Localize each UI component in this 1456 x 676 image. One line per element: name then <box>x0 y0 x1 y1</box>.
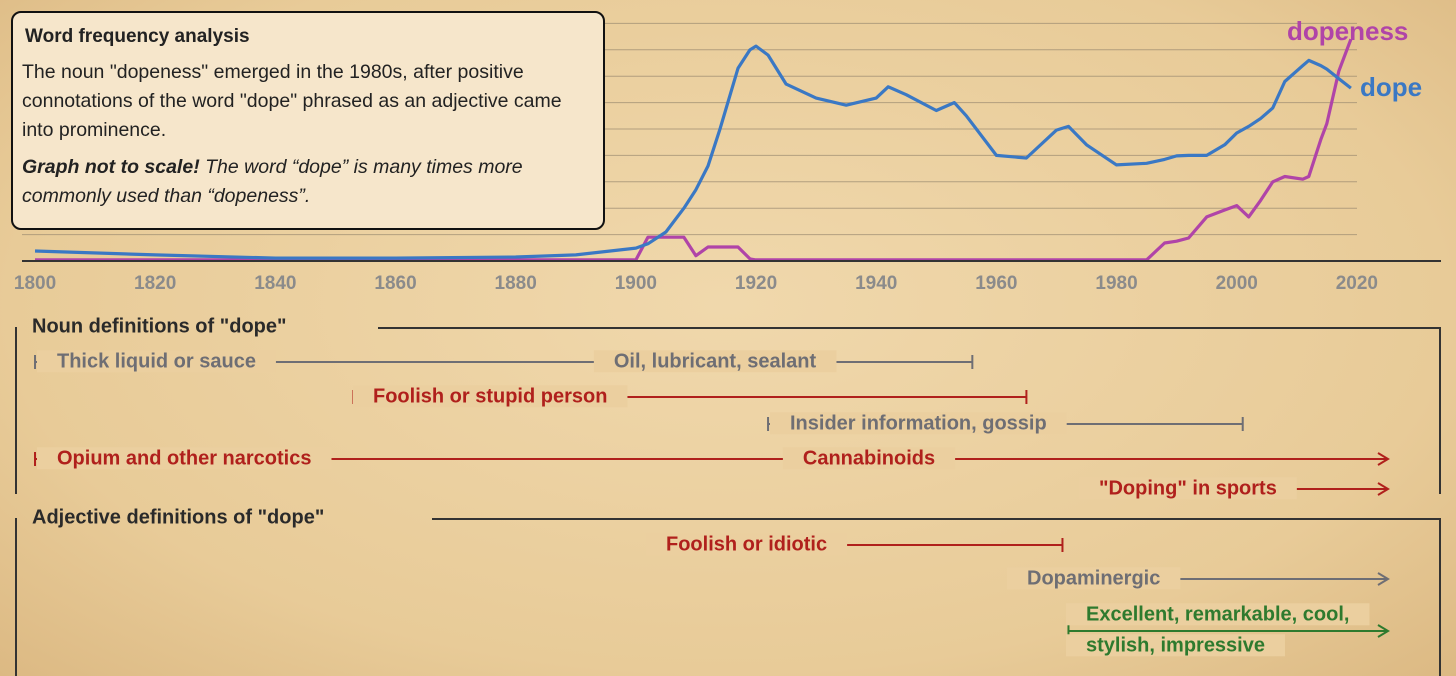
info-body: The noun "dopeness" emerged in the 1980s… <box>22 61 597 211</box>
x-tick-label: 1960 <box>975 273 1017 294</box>
definition-label: "Doping" in sports <box>1099 477 1277 499</box>
info-box <box>11 11 605 230</box>
definition: "Doping" in sports <box>1079 477 1390 500</box>
definition-label: Excellent, remarkable, cool, <box>1086 603 1349 625</box>
x-tick-label: 1920 <box>735 273 777 294</box>
label-gap <box>1007 567 1181 590</box>
arrow-head <box>1377 482 1390 496</box>
x-tick-label: 2020 <box>1336 273 1378 294</box>
x-tick-label: 1800 <box>14 273 56 294</box>
x-tick-label: 1880 <box>495 273 537 294</box>
label-gap <box>593 350 837 373</box>
series-label: dope <box>1360 72 1422 102</box>
series-line <box>35 38 1353 262</box>
series-line <box>34 44 1352 260</box>
info-note-wrap: Graph not to scale! The word “dope” is m… <box>22 153 597 211</box>
info-text: The noun "dopeness" emerged in the 1980s… <box>22 61 562 141</box>
x-tick-label: 1900 <box>615 273 657 294</box>
x-tick-label: 1820 <box>134 273 176 294</box>
definition: Foolish or idiotic <box>646 533 1064 556</box>
definition-label: Thick liquid or sauce <box>57 350 256 372</box>
arrow-head <box>1377 624 1390 638</box>
timeline: Noun definitions of "dope" Thick liquid o… <box>15 315 1441 676</box>
arrow-head <box>1377 452 1390 466</box>
label-gap <box>646 533 848 556</box>
definition-label: Opium and other narcotics <box>57 447 311 469</box>
section-bracket <box>15 518 1441 676</box>
label-gap <box>37 350 276 373</box>
definition: Foolish or stupid person <box>352 385 1028 408</box>
label-gap <box>37 447 332 470</box>
definition: Insider information, gossip <box>767 412 1244 435</box>
definition: Dopaminergic <box>1007 567 1390 590</box>
series-label: dopeness <box>1287 16 1408 46</box>
definition: Thick liquid or sauce Oil, lubricant, sea… <box>34 350 974 373</box>
x-tick-label: 2000 <box>1216 273 1258 294</box>
definition-label: Cannabinoids <box>803 447 935 469</box>
definition-label: Oil, lubricant, sealant <box>614 350 817 372</box>
x-tick-label: 1980 <box>1095 273 1137 294</box>
label-gap <box>770 412 1067 435</box>
section-heading: Noun definitions of "dope" <box>32 315 286 337</box>
info-note: The word “dope” is many times more commo… <box>22 156 523 207</box>
x-tick-label: 1840 <box>254 273 296 294</box>
definition-label: Foolish or idiotic <box>666 533 827 555</box>
label-gap <box>782 447 956 470</box>
section-bracket <box>15 327 1441 494</box>
x-tick-label: 1940 <box>855 273 897 294</box>
label-gap <box>353 385 628 408</box>
x-tick-label: 1860 <box>374 273 416 294</box>
info-note-bold: Graph not to scale! <box>22 156 200 178</box>
definition-label: stylish, impressive <box>1086 634 1265 656</box>
label-gap <box>1066 603 1370 626</box>
label-gap <box>1079 477 1297 500</box>
label-gap <box>1066 634 1285 657</box>
definition-label: Foolish or stupid person <box>373 385 607 407</box>
definition-label: Dopaminergic <box>1027 567 1160 589</box>
section-heading: Adjective definitions of "dope" <box>32 506 324 528</box>
definition-label: Insider information, gossip <box>790 412 1047 434</box>
definition: Opium and other narcotics Cannabinoids <box>34 447 1390 470</box>
arrow-head <box>1377 572 1390 586</box>
definition: Excellent, remarkable, cool, stylish, imp… <box>1066 603 1390 657</box>
info-title: Word frequency analysis <box>25 26 250 47</box>
